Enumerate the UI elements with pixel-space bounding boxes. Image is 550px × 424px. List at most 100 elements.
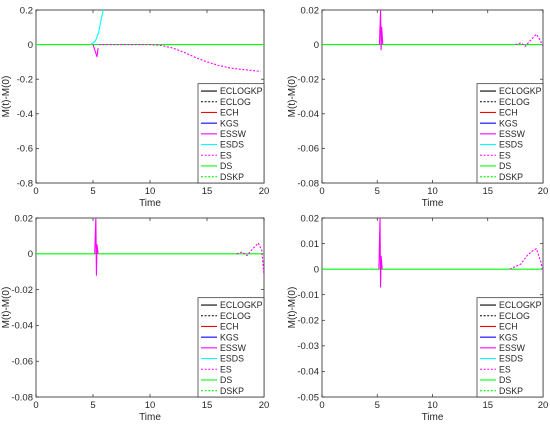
y-tick-label: 0.02: [301, 5, 320, 16]
subplot-2: 0 5 10 15 20 0.02 0 -0.02 -0.04 -0.06 -0.08 Time M(t…: [287, 5, 548, 209]
x-tick-label: 0: [319, 186, 324, 197]
y-tick-label: 0: [314, 40, 319, 51]
legend-label-essw: ESSW: [499, 129, 526, 139]
y-tick-label: -0.02: [297, 75, 319, 86]
legend-label-kgs: KGS: [220, 118, 239, 128]
subplot-1: 0 5 10 15 20 0.2 0 -0.2 -0.4 -0.6 -0.8 Time M(t)-M(0…: [1, 5, 269, 209]
x-axis-label: Time: [139, 198, 161, 209]
legend-label-kgs: KGS: [220, 332, 239, 342]
legend-label-eclog: ECLOG: [220, 311, 251, 321]
series-line-essw: [92, 44, 99, 58]
legend-label-kgs: KGS: [499, 118, 518, 128]
x-tick-label: 15: [482, 186, 493, 197]
y-axis-label: M(t)-M(0): [1, 76, 12, 118]
series-line-es: [515, 33, 543, 47]
y-axis-label: M(t)-M(0): [287, 76, 298, 118]
legend-label-ech: ECH: [499, 108, 518, 118]
series-line-essw: [378, 10, 384, 51]
y-tick-label: -0.05: [297, 392, 319, 403]
y-tick-label: -0.02: [297, 316, 319, 327]
legend-label-essw: ESSW: [220, 129, 247, 139]
legend-label-eclogkp: ECLOGKP: [499, 300, 542, 310]
legend-label-ech: ECH: [499, 322, 518, 332]
y-tick-label: -0.04: [297, 367, 319, 378]
y-tick-label: -0.08: [11, 392, 33, 403]
x-tick-label: 5: [90, 186, 95, 197]
legend-label-ds: DS: [499, 375, 511, 385]
x-axis-label: Time: [422, 412, 444, 423]
legend-label-eclog: ECLOG: [499, 97, 530, 107]
x-tick-label: 0: [319, 400, 324, 411]
y-tick-label: 0.02: [15, 213, 34, 224]
x-tick-label: 10: [145, 186, 156, 197]
x-tick-label: 5: [90, 400, 95, 411]
legend-label-ech: ECH: [220, 108, 239, 118]
y-tick-label: -0.04: [11, 321, 33, 332]
x-tick-label: 10: [427, 400, 438, 411]
legend-label-dskp: DSKP: [499, 172, 523, 182]
y-tick-label: 0: [28, 249, 33, 260]
series-line-esds: [90, 10, 104, 46]
legend-label-essw: ESSW: [220, 343, 247, 353]
legend-label-dskp: DSKP: [220, 386, 244, 396]
y-tick-label: 0.01: [301, 239, 320, 250]
legend-label-dskp: DSKP: [499, 386, 523, 396]
legend-label-eclogkp: ECLOGKP: [499, 86, 542, 96]
series-group: [322, 10, 543, 51]
series-line-essw: [378, 218, 383, 288]
y-tick-label: -0.2: [17, 75, 33, 86]
x-axis-label: Time: [139, 412, 161, 423]
legend-label-eclogkp: ECLOGKP: [220, 86, 263, 96]
legend-label-es: ES: [220, 150, 232, 160]
legend-label-eclogkp: ECLOGKP: [220, 300, 263, 310]
subplot-4: 0 5 10 15 20 0.02 0.01 0 -0.01 -0.02 -0.03 -0.04 -0.…: [287, 213, 548, 423]
series-line-essw: [94, 218, 99, 276]
y-tick-label: -0.4: [17, 109, 33, 120]
x-tick-label: 20: [259, 186, 270, 197]
legend-label-ds: DS: [220, 161, 232, 171]
y-tick-label: 0.2: [20, 5, 33, 16]
legend-label-essw: ESSW: [499, 343, 526, 353]
legend-label-eclog: ECLOG: [499, 311, 530, 321]
legend-label-esds: ESDS: [499, 354, 523, 364]
legend-label-kgs: KGS: [499, 332, 518, 342]
legend-label-ds: DS: [220, 375, 232, 385]
legend-label-es: ES: [499, 364, 511, 374]
x-tick-label: 0: [33, 186, 38, 197]
legend-label-esds: ESDS: [499, 140, 523, 150]
x-tick-label: 5: [375, 400, 380, 411]
y-tick-label: -0.04: [297, 109, 319, 120]
x-tick-label: 10: [427, 186, 438, 197]
legend-label-ech: ECH: [220, 322, 239, 332]
legend-label-es: ES: [220, 364, 232, 374]
series-group: [322, 218, 543, 288]
x-axis-label: Time: [422, 198, 444, 209]
x-tick-label: 20: [538, 186, 549, 197]
x-tick-label: 5: [375, 186, 380, 197]
x-tick-label: 15: [202, 400, 213, 411]
series-line-es: [98, 44, 261, 72]
x-tick-label: 0: [33, 400, 38, 411]
legend-label-esds: ESDS: [220, 354, 244, 364]
x-tick-label: 20: [259, 400, 270, 411]
y-tick-label: -0.08: [297, 178, 319, 189]
y-tick-label: -0.02: [11, 285, 33, 296]
y-tick-label: -0.8: [17, 178, 33, 189]
x-tick-label: 10: [145, 400, 156, 411]
y-tick-label: -0.6: [17, 144, 33, 155]
x-tick-label: 15: [202, 186, 213, 197]
y-tick-label: -0.01: [297, 290, 319, 301]
legend-label-es: ES: [499, 150, 511, 160]
y-tick-label: 0: [314, 264, 319, 275]
y-tick-label: -0.06: [11, 357, 33, 368]
y-axis-label: M(t)-M(0): [1, 287, 12, 329]
series-group: [36, 218, 264, 276]
x-tick-label: 20: [538, 400, 549, 411]
series-group: [36, 10, 264, 72]
y-tick-label: -0.03: [297, 341, 319, 352]
